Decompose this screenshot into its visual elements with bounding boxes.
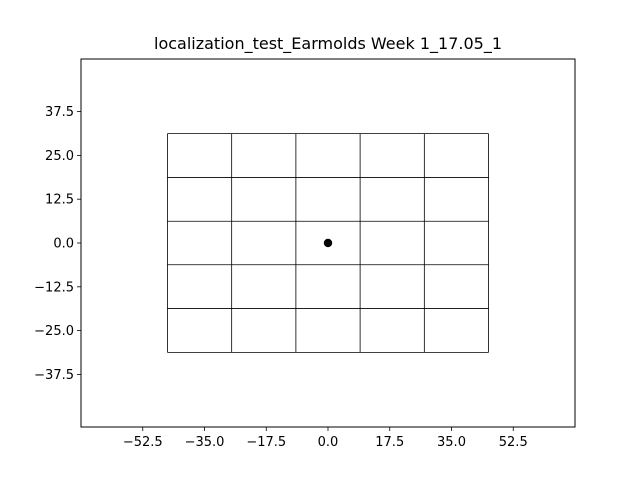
y-tick-label: 0.0: [53, 237, 74, 252]
y-tick-label: 37.5: [45, 105, 74, 120]
x-tick-label: 35.0: [437, 435, 466, 450]
x-tick-label: −52.5: [123, 435, 163, 450]
y-tick-label: −12.5: [34, 280, 74, 295]
y-tick-label: 25.0: [45, 149, 74, 164]
y-tick-label: −37.5: [34, 368, 74, 383]
y-tick-label: −25.0: [34, 324, 74, 339]
plot-frame: [80, 58, 576, 428]
x-tick-label: 17.5: [375, 435, 404, 450]
x-tick-label: −17.5: [246, 435, 286, 450]
x-tick-label: −35.0: [185, 435, 225, 450]
x-tick-label: 52.5: [499, 435, 528, 450]
points-layer: [323, 238, 333, 248]
x-axis: −52.5 −35.0 −17.5 0.0 17.5 35.0 52.5: [123, 427, 528, 450]
y-axis: 37.5 25.0 12.5 0.0 −12.5 −25.0 −37.5: [34, 105, 81, 383]
y-tick-label: 12.5: [45, 193, 74, 208]
grid-layer: [167, 133, 489, 353]
data-point-0: [323, 238, 333, 248]
chart-title: localization_test_Earmolds Week 1_17.05_…: [154, 34, 502, 54]
x-tick-label: 0.0: [318, 435, 339, 450]
